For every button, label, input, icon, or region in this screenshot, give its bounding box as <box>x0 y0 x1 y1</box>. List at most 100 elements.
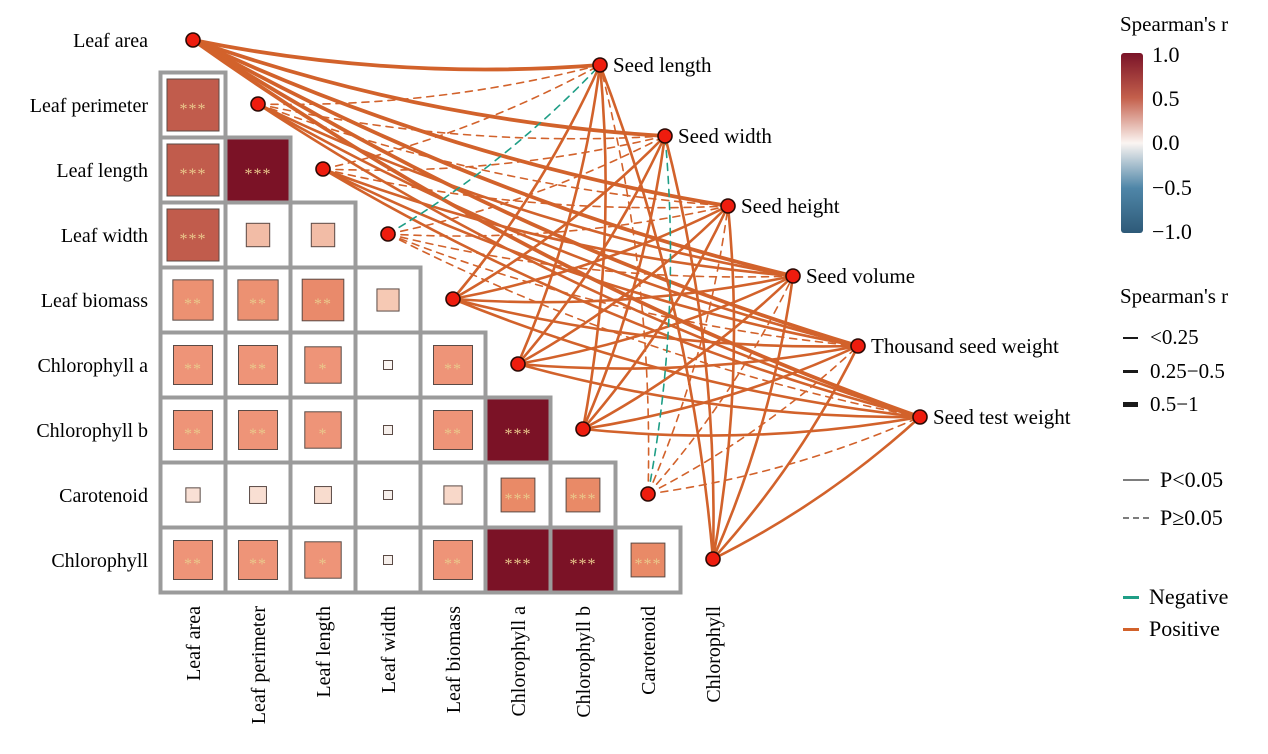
sign-entry-negative: Negative <box>1123 584 1228 610</box>
correlation-edge <box>451 274 795 304</box>
correlation-edge <box>663 134 715 561</box>
seed-node-label: Seed length <box>613 53 712 77</box>
row-label: Leaf perimeter <box>30 95 149 117</box>
matrix-cell-square <box>500 477 536 513</box>
column-label: Chlorophyll b <box>573 606 595 718</box>
matrix-cell-square <box>310 222 336 248</box>
correlation-edge <box>321 167 795 278</box>
significance-stars: ** <box>184 556 202 573</box>
colorbar-tick: 0.5 <box>1152 86 1180 111</box>
row-label: Chlorophyll b <box>36 420 148 442</box>
seed-node-label: Seed width <box>678 124 772 148</box>
trait-node <box>705 551 721 567</box>
significance-stars: ** <box>184 361 202 378</box>
significance-stars: *** <box>180 231 207 248</box>
correlation-edge <box>516 204 730 366</box>
network-edges <box>191 38 922 561</box>
matrix-cell-square <box>383 360 393 370</box>
significance-stars: *** <box>635 556 662 573</box>
thin-line-swatch <box>1123 336 1138 339</box>
matrix-cell-square <box>249 486 267 504</box>
correlation-edge <box>711 344 860 561</box>
sign-entry-positive: Positive <box>1123 616 1220 642</box>
correlation-edge <box>387 233 859 347</box>
row-label: Chlorophyll <box>51 550 148 572</box>
significance-stars: ** <box>444 361 462 378</box>
colorbar-tick: 0.0 <box>1152 130 1180 155</box>
row-label: Carotenoid <box>59 485 148 507</box>
matrix-cell-square <box>304 411 342 449</box>
correlation-edge <box>257 64 601 106</box>
correlation-edge <box>322 168 729 209</box>
trait-node <box>380 226 396 242</box>
column-label: Leaf length <box>313 606 335 698</box>
medium-line-swatch <box>1123 369 1138 374</box>
column-label: Leaf perimeter <box>248 606 270 725</box>
sign-entry-label: Positive <box>1149 616 1220 641</box>
matrix-cell-square <box>433 345 473 385</box>
correlation-edge <box>647 345 859 495</box>
significance-stars: *** <box>505 426 532 443</box>
significance-stars: *** <box>505 491 532 508</box>
trait-node <box>575 421 591 437</box>
correlation-edge <box>451 297 922 419</box>
matrix-cell-square <box>383 555 393 565</box>
trait-node <box>657 128 673 144</box>
correlation-edge <box>322 64 601 170</box>
trait-node <box>315 161 331 177</box>
seed-node-label: Seed test weight <box>933 405 1071 429</box>
matrix-cell-square <box>443 485 463 505</box>
correlation-edge <box>647 416 921 495</box>
correlation-edge <box>387 233 794 278</box>
column-label: Chlorophyll a <box>508 606 530 717</box>
spearman-colorbar <box>1121 53 1143 233</box>
row-label: Leaf width <box>61 225 148 247</box>
matrix-cell-square <box>314 486 332 504</box>
correlation-edge <box>257 103 666 140</box>
matrix-cell-square <box>550 527 616 593</box>
trait-node <box>510 356 526 372</box>
matrix-cell-square <box>173 540 213 580</box>
correlation-edge <box>647 135 672 495</box>
trait-node <box>720 198 736 214</box>
seed-node-label: Seed volume <box>806 264 915 288</box>
correlation-edge <box>191 38 667 138</box>
correlation-edge <box>711 274 795 561</box>
dashed-line-swatch <box>1123 517 1149 519</box>
matrix-cell-square <box>237 279 279 321</box>
matrix-cell-square <box>304 346 342 384</box>
row-label: Leaf biomass <box>41 290 148 312</box>
matrix-cell-square <box>565 477 601 513</box>
correlation-edge <box>581 63 607 431</box>
correlation-edge <box>516 362 922 419</box>
significance-stars: ** <box>249 361 267 378</box>
matrix-cell-square <box>238 540 278 580</box>
column-label: Carotenoid <box>638 606 660 695</box>
linewidth-entry: <0.25 <box>1123 325 1199 350</box>
matrix-cell-square <box>238 410 278 450</box>
matrix-grid-line <box>613 525 683 595</box>
matrix-axis-labels: Leaf area Leaf perimeter Leaf length Leaf w… <box>30 30 725 724</box>
colorbar-title: Spearman's r <box>1120 12 1229 36</box>
significance-stars: *** <box>570 491 597 508</box>
correlation-edge <box>191 38 602 72</box>
significance-stars: ** <box>444 426 462 443</box>
matrix-cell-square <box>304 541 342 579</box>
linewidth-entry: 0.5−1 <box>1123 392 1199 417</box>
trait-node <box>785 268 801 284</box>
correlation-edge <box>387 205 729 237</box>
pvalue-entry-label: P<0.05 <box>1160 467 1224 492</box>
row-label: Leaf area <box>73 30 148 52</box>
significance-stars: ** <box>314 296 332 313</box>
column-label: Chlorophyll <box>703 606 725 703</box>
significance-stars: *** <box>245 166 272 183</box>
trait-node <box>185 32 201 48</box>
matrix-cell-square <box>245 222 271 248</box>
linewidth-entry-label: 0.5−1 <box>1150 392 1199 416</box>
trait-node <box>592 57 608 73</box>
correlation-edge <box>387 64 601 235</box>
correlation-edge <box>711 415 922 561</box>
solid-line-swatch <box>1123 479 1149 481</box>
seed-node-label: Seed height <box>741 194 840 218</box>
